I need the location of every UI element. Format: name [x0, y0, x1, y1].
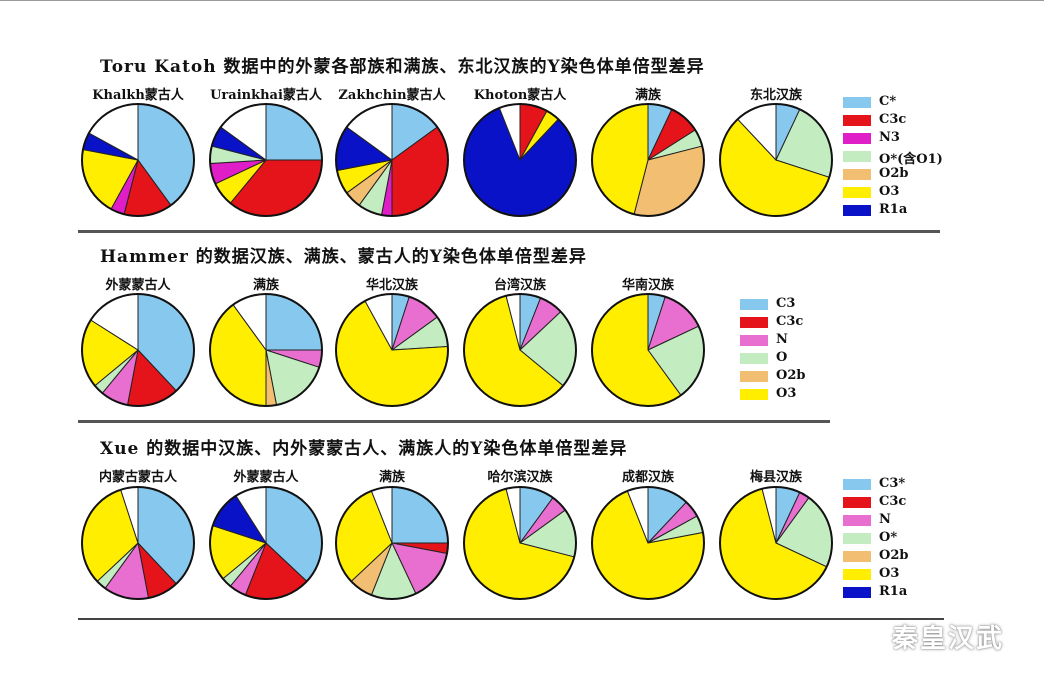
pie-label: 哈尔滨汉族 — [487, 470, 553, 485]
pie-label: 成都汉族 — [621, 470, 674, 485]
pie-label: 梅县汉族 — [749, 470, 802, 485]
panel-1-title: Toru Katoh 数据中的外蒙各部族和满族、东北汉族的Y染色体单倍型差异 — [100, 57, 705, 77]
legend-label: R1a — [879, 584, 908, 599]
legend-label: O3 — [776, 386, 797, 401]
legend-swatch — [843, 497, 871, 508]
legend-swatch — [843, 587, 871, 598]
pie-label: 满族 — [252, 278, 279, 293]
pie-label: Zakhchin蒙古人 — [338, 88, 446, 103]
pie-outline — [463, 103, 577, 217]
watermark: 秦皇汉武 — [892, 624, 1005, 654]
legend-label: N3 — [879, 130, 900, 145]
legend-label: C3c — [879, 494, 907, 509]
legend-swatch — [843, 169, 871, 180]
panel-2-title: Hammer 的数据汉族、满族、蒙古人的Y染色体单倍型差异 — [100, 247, 587, 267]
legend-label: C3 — [776, 296, 796, 311]
legend-label: C3c — [776, 314, 804, 329]
pie-outline — [81, 293, 195, 407]
legend-label: O*(含O1) — [879, 152, 943, 167]
legend-label: O3 — [879, 566, 900, 581]
legend-swatch — [740, 353, 768, 364]
legend-label: C3c — [879, 112, 907, 127]
pie-label: 东北汉族 — [749, 88, 802, 103]
pie-outline — [463, 293, 577, 407]
legend-label: N — [879, 512, 891, 527]
legend-swatch — [740, 299, 768, 310]
pie-label: 华南汉族 — [621, 278, 674, 293]
pie-outline — [335, 486, 449, 600]
legend-label: C* — [879, 94, 897, 109]
pie-outline — [209, 103, 323, 217]
pie-outline — [463, 486, 577, 600]
legend-swatch — [740, 389, 768, 400]
legend-swatch — [843, 133, 871, 144]
legend-swatch — [740, 317, 768, 328]
pie-outline — [719, 103, 833, 217]
pie-label: 内蒙古蒙古人 — [98, 470, 177, 485]
pie-outline — [209, 486, 323, 600]
legend-label: R1a — [879, 202, 908, 217]
legend-swatch — [740, 371, 768, 382]
panel-3-title: Xue 的数据中汉族、内外蒙蒙古人、满族人的Y染色体单倍型差异 — [100, 439, 628, 459]
pie-outline — [335, 293, 449, 407]
legend-label: O2b — [776, 368, 806, 383]
pie-label: Khoton蒙古人 — [473, 88, 567, 103]
legend-swatch — [843, 569, 871, 580]
legend-swatch — [843, 533, 871, 544]
pie-label: 华北汉族 — [365, 278, 418, 293]
legend-swatch — [843, 479, 871, 490]
pie-label: 满族 — [378, 470, 405, 485]
legend-swatch — [843, 97, 871, 108]
pie-outline — [591, 103, 705, 217]
legend-label: N — [776, 332, 788, 347]
legend-label: O* — [879, 530, 898, 545]
legend-label: O2b — [879, 548, 909, 563]
legend-swatch — [843, 115, 871, 126]
pie-label: Khalkh蒙古人 — [92, 88, 184, 103]
legend-swatch — [843, 515, 871, 526]
pie-outline — [209, 293, 323, 407]
legend-label: O3 — [879, 184, 900, 199]
panel-divider-1 — [78, 230, 940, 233]
bottom-rule — [78, 618, 944, 620]
pie-label: 满族 — [634, 88, 661, 103]
pie-label: 台湾汉族 — [493, 278, 546, 293]
legend-swatch — [843, 205, 871, 216]
legend-swatch — [843, 551, 871, 562]
pie-outline — [719, 486, 833, 600]
legend-swatch — [740, 335, 768, 346]
pie-outline — [591, 486, 705, 600]
top-rule — [0, 0, 1044, 1]
pie-label: Urainkhai蒙古人 — [210, 88, 322, 103]
pie-label: 外蒙蒙古人 — [233, 470, 299, 485]
legend-label: O2b — [879, 166, 909, 181]
panel-divider-2 — [78, 420, 830, 423]
legend-swatch — [843, 151, 871, 162]
pie-label: 外蒙蒙古人 — [105, 278, 171, 293]
pie-outline — [81, 103, 195, 217]
pie-outline — [81, 486, 195, 600]
pie-outline — [591, 293, 705, 407]
legend-swatch — [843, 187, 871, 198]
pie-outline — [335, 103, 449, 217]
legend-label: C3* — [879, 476, 906, 491]
legend-label: O — [776, 350, 788, 365]
